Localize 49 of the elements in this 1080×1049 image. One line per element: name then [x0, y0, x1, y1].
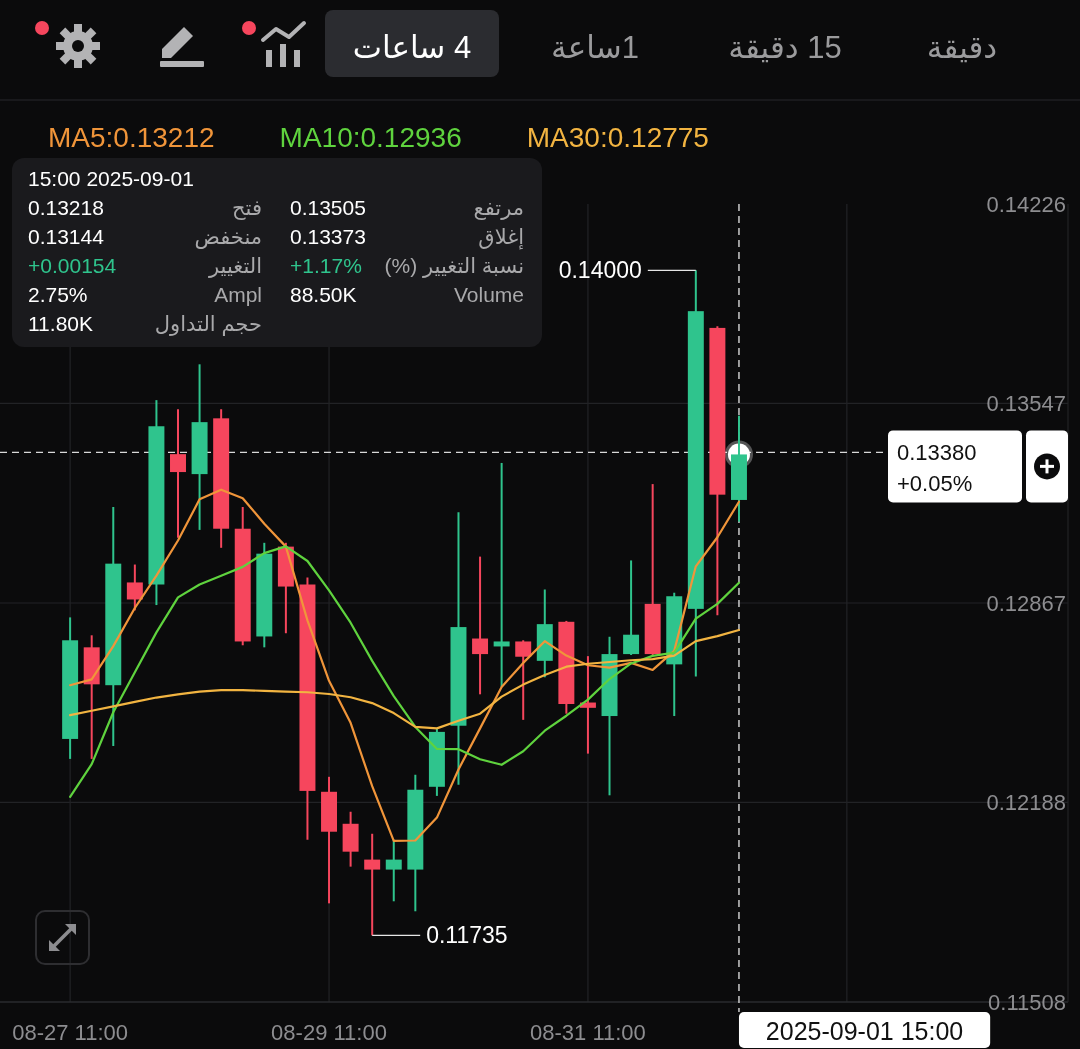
annotation: إغلاق [478, 224, 524, 250]
annotation: Ampl [214, 282, 262, 306]
x-tick-label: 08-27 11:00 [12, 1019, 129, 1045]
candlestick [472, 555, 489, 696]
annotation: حجم التداول [154, 311, 262, 337]
annotation: 0.13505 [290, 195, 366, 219]
annotation: +0.00154 [28, 253, 117, 277]
annotation: 0.13218 [28, 195, 104, 219]
annotation: 0.13373 [290, 224, 366, 248]
text: 1ساعة [551, 29, 639, 65]
ref-line-label: 0.13380 [897, 439, 977, 465]
y-tick-label: 0.12188 [986, 789, 1066, 815]
annotation: Volume [453, 282, 524, 306]
text: MA10:0.12936 [279, 121, 462, 153]
annotation: 88.50K [290, 282, 357, 306]
y-tick-label: 0.14226 [986, 191, 1066, 217]
text: MA30:0.12775 [526, 121, 709, 153]
annotation: فتح [232, 195, 262, 220]
annotation: 0.11735 [426, 922, 508, 949]
candlestick [364, 832, 381, 937]
text: 15:00 2025-09-01 [28, 166, 194, 190]
annotation: 2.75% [28, 282, 88, 306]
ref-line-label: 2025-09-01 15:00 [765, 1017, 964, 1045]
text: 15 دقيقة [728, 29, 842, 65]
candlestick [170, 408, 186, 539]
x-tick-label: 08-29 11:00 [271, 1019, 387, 1045]
annotation: منخفض [194, 224, 262, 249]
annotation: 11.80K [28, 311, 93, 335]
text: 4 ساعات [352, 29, 472, 65]
y-tick-label: 0.12867 [986, 590, 1066, 616]
text: MA5:0.13212 [48, 121, 215, 153]
annotation: التغيير [208, 253, 262, 278]
annotation: نسبة التغيير (%) [384, 253, 524, 278]
candlestick [623, 559, 640, 656]
annotation: مرتفع [473, 195, 524, 220]
candlestick [493, 461, 510, 688]
y-tick-label: 0.13547 [986, 390, 1066, 416]
annotation: 0.13144 [28, 224, 105, 248]
annotation: 0.14000 [558, 257, 642, 284]
line-series [69, 488, 741, 842]
candlestick [126, 563, 143, 612]
annotation: +1.17% [290, 253, 362, 277]
candlestick [515, 639, 532, 721]
text: دقيقة [926, 29, 998, 65]
x-tick-label: 08-31 11:00 [530, 1019, 646, 1045]
y-tick-label: 0.11508 [988, 989, 1066, 1015]
line-series [69, 628, 741, 730]
line-series [69, 545, 741, 798]
annotation: +0.05% [897, 470, 973, 496]
